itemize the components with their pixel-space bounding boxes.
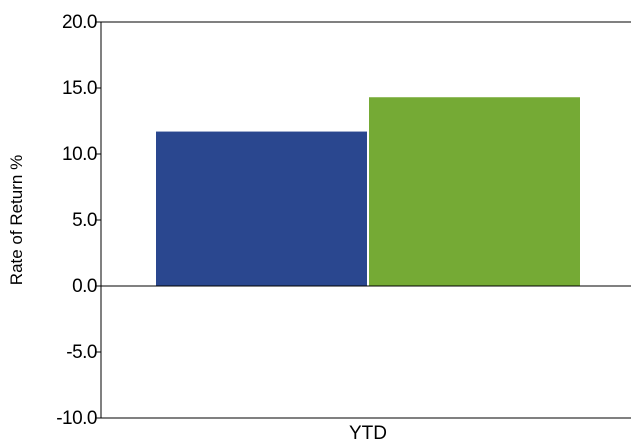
y-axis-title: Rate of Return % bbox=[7, 155, 26, 285]
y-axis-ticks: 20.0 15.0 10.0 5.0 0.0 -5.0 -10.0 bbox=[56, 12, 101, 429]
y-tick-label: -10.0 bbox=[56, 408, 97, 429]
y-tick-label: 10.0 bbox=[62, 144, 97, 165]
x-category-label: YTD bbox=[349, 423, 387, 442]
y-tick-label: 5.0 bbox=[72, 210, 97, 231]
bars bbox=[156, 97, 580, 286]
y-tick-label: 0.0 bbox=[72, 276, 97, 297]
y-tick-label: 15.0 bbox=[62, 78, 97, 99]
bar-series-2 bbox=[369, 97, 580, 286]
y-tick-label: 20.0 bbox=[62, 12, 97, 33]
y-tick-label: -5.0 bbox=[66, 342, 97, 363]
bar-series-1 bbox=[156, 132, 367, 286]
